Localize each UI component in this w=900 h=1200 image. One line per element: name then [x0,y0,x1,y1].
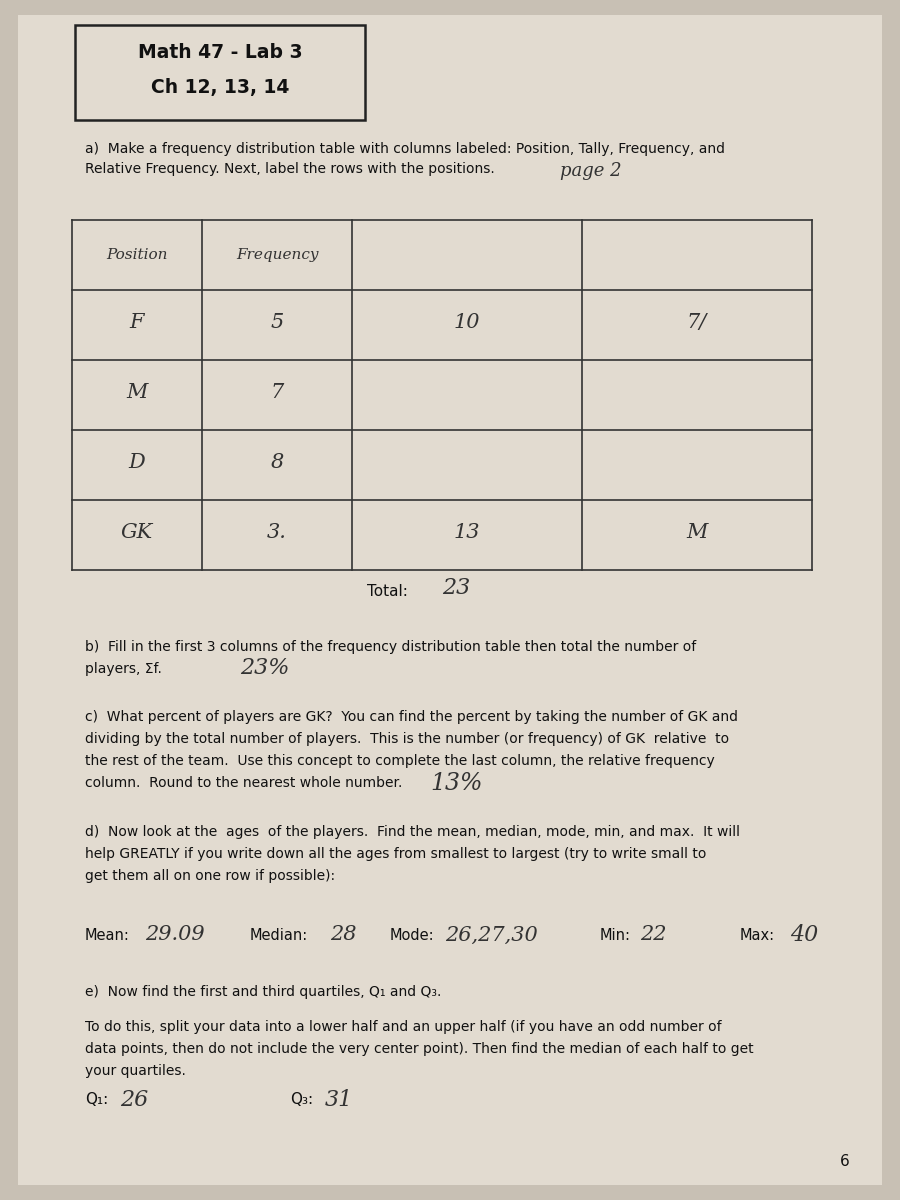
Text: D: D [129,454,146,473]
Text: 40: 40 [790,924,818,946]
Text: data points, then do not include the very center point). Then find the median of: data points, then do not include the ver… [85,1042,753,1056]
Text: Math 47 - Lab 3: Math 47 - Lab 3 [138,42,302,61]
Text: M: M [687,523,707,542]
Text: 22: 22 [640,925,667,944]
Text: Max:: Max: [740,928,775,942]
Bar [75,25,365,120]
Text: help GREATLY if you write down all the ages from smallest to largest (try to wri: help GREATLY if you write down all the a… [85,847,707,862]
Text: Ch 12, 13, 14: Ch 12, 13, 14 [151,78,289,96]
Text: 10: 10 [454,313,481,332]
Text: 23%: 23% [240,658,290,679]
Text: To do this, split your data into a lower half and an upper half (if you have an : To do this, split your data into a lower… [85,1020,722,1034]
Text: 13%: 13% [430,772,482,794]
Text: Frequency: Frequency [236,248,319,262]
Text: 29.09: 29.09 [145,925,204,944]
Text: 7/: 7/ [687,313,707,332]
Text: 31: 31 [325,1090,353,1111]
Text: 23: 23 [442,577,470,599]
Text: d)  Now look at the  ages  of the players.  Find the mean, median, mode, min, an: d) Now look at the ages of the players. … [85,826,740,839]
Text: your quartiles.: your quartiles. [85,1064,186,1078]
Text: 26,27,30: 26,27,30 [445,925,538,944]
Text: Min:: Min: [600,928,631,942]
Text: c)  What percent of players are GK?  You can find the percent by taking the numb: c) What percent of players are GK? You c… [85,710,738,724]
Text: 7: 7 [270,384,284,402]
Text: 8: 8 [270,454,284,473]
Text: Mean:: Mean: [85,928,130,942]
Text: players, Σf.: players, Σf. [85,662,162,676]
Text: Relative Frequency. Next, label the rows with the positions.: Relative Frequency. Next, label the rows… [85,162,495,176]
Text: column.  Round to the nearest whole number.: column. Round to the nearest whole numbe… [85,776,402,790]
Text: 6: 6 [840,1154,850,1170]
Text: page 2: page 2 [560,162,622,180]
Text: e)  Now find the first and third quartiles, Q₁ and Q₃.: e) Now find the first and third quartile… [85,985,441,998]
Text: 5: 5 [270,313,284,332]
Text: Total:: Total: [367,584,408,600]
Text: Median:: Median: [250,928,308,942]
Text: Q₁:: Q₁: [85,1092,108,1108]
Text: a)  Make a frequency distribution table with columns labeled: Position, Tally, F: a) Make a frequency distribution table w… [85,142,725,156]
Text: GK: GK [121,523,153,542]
Text: the rest of the team.  Use this concept to complete the last column, the relativ: the rest of the team. Use this concept t… [85,754,715,768]
Text: dividing by the total number of players.  This is the number (or frequency) of G: dividing by the total number of players.… [85,732,729,746]
Text: Q₃:: Q₃: [290,1092,313,1108]
Text: Mode:: Mode: [390,928,435,942]
Text: 26: 26 [120,1090,148,1111]
Text: Position: Position [106,248,167,262]
Text: b)  Fill in the first 3 columns of the frequency distribution table then total t: b) Fill in the first 3 columns of the fr… [85,640,697,654]
Text: F: F [130,313,144,332]
Text: 13: 13 [454,523,481,542]
Text: M: M [126,384,148,402]
Text: 28: 28 [330,925,356,944]
Text: 3.: 3. [267,523,287,542]
Text: get them all on one row if possible):: get them all on one row if possible): [85,869,335,883]
